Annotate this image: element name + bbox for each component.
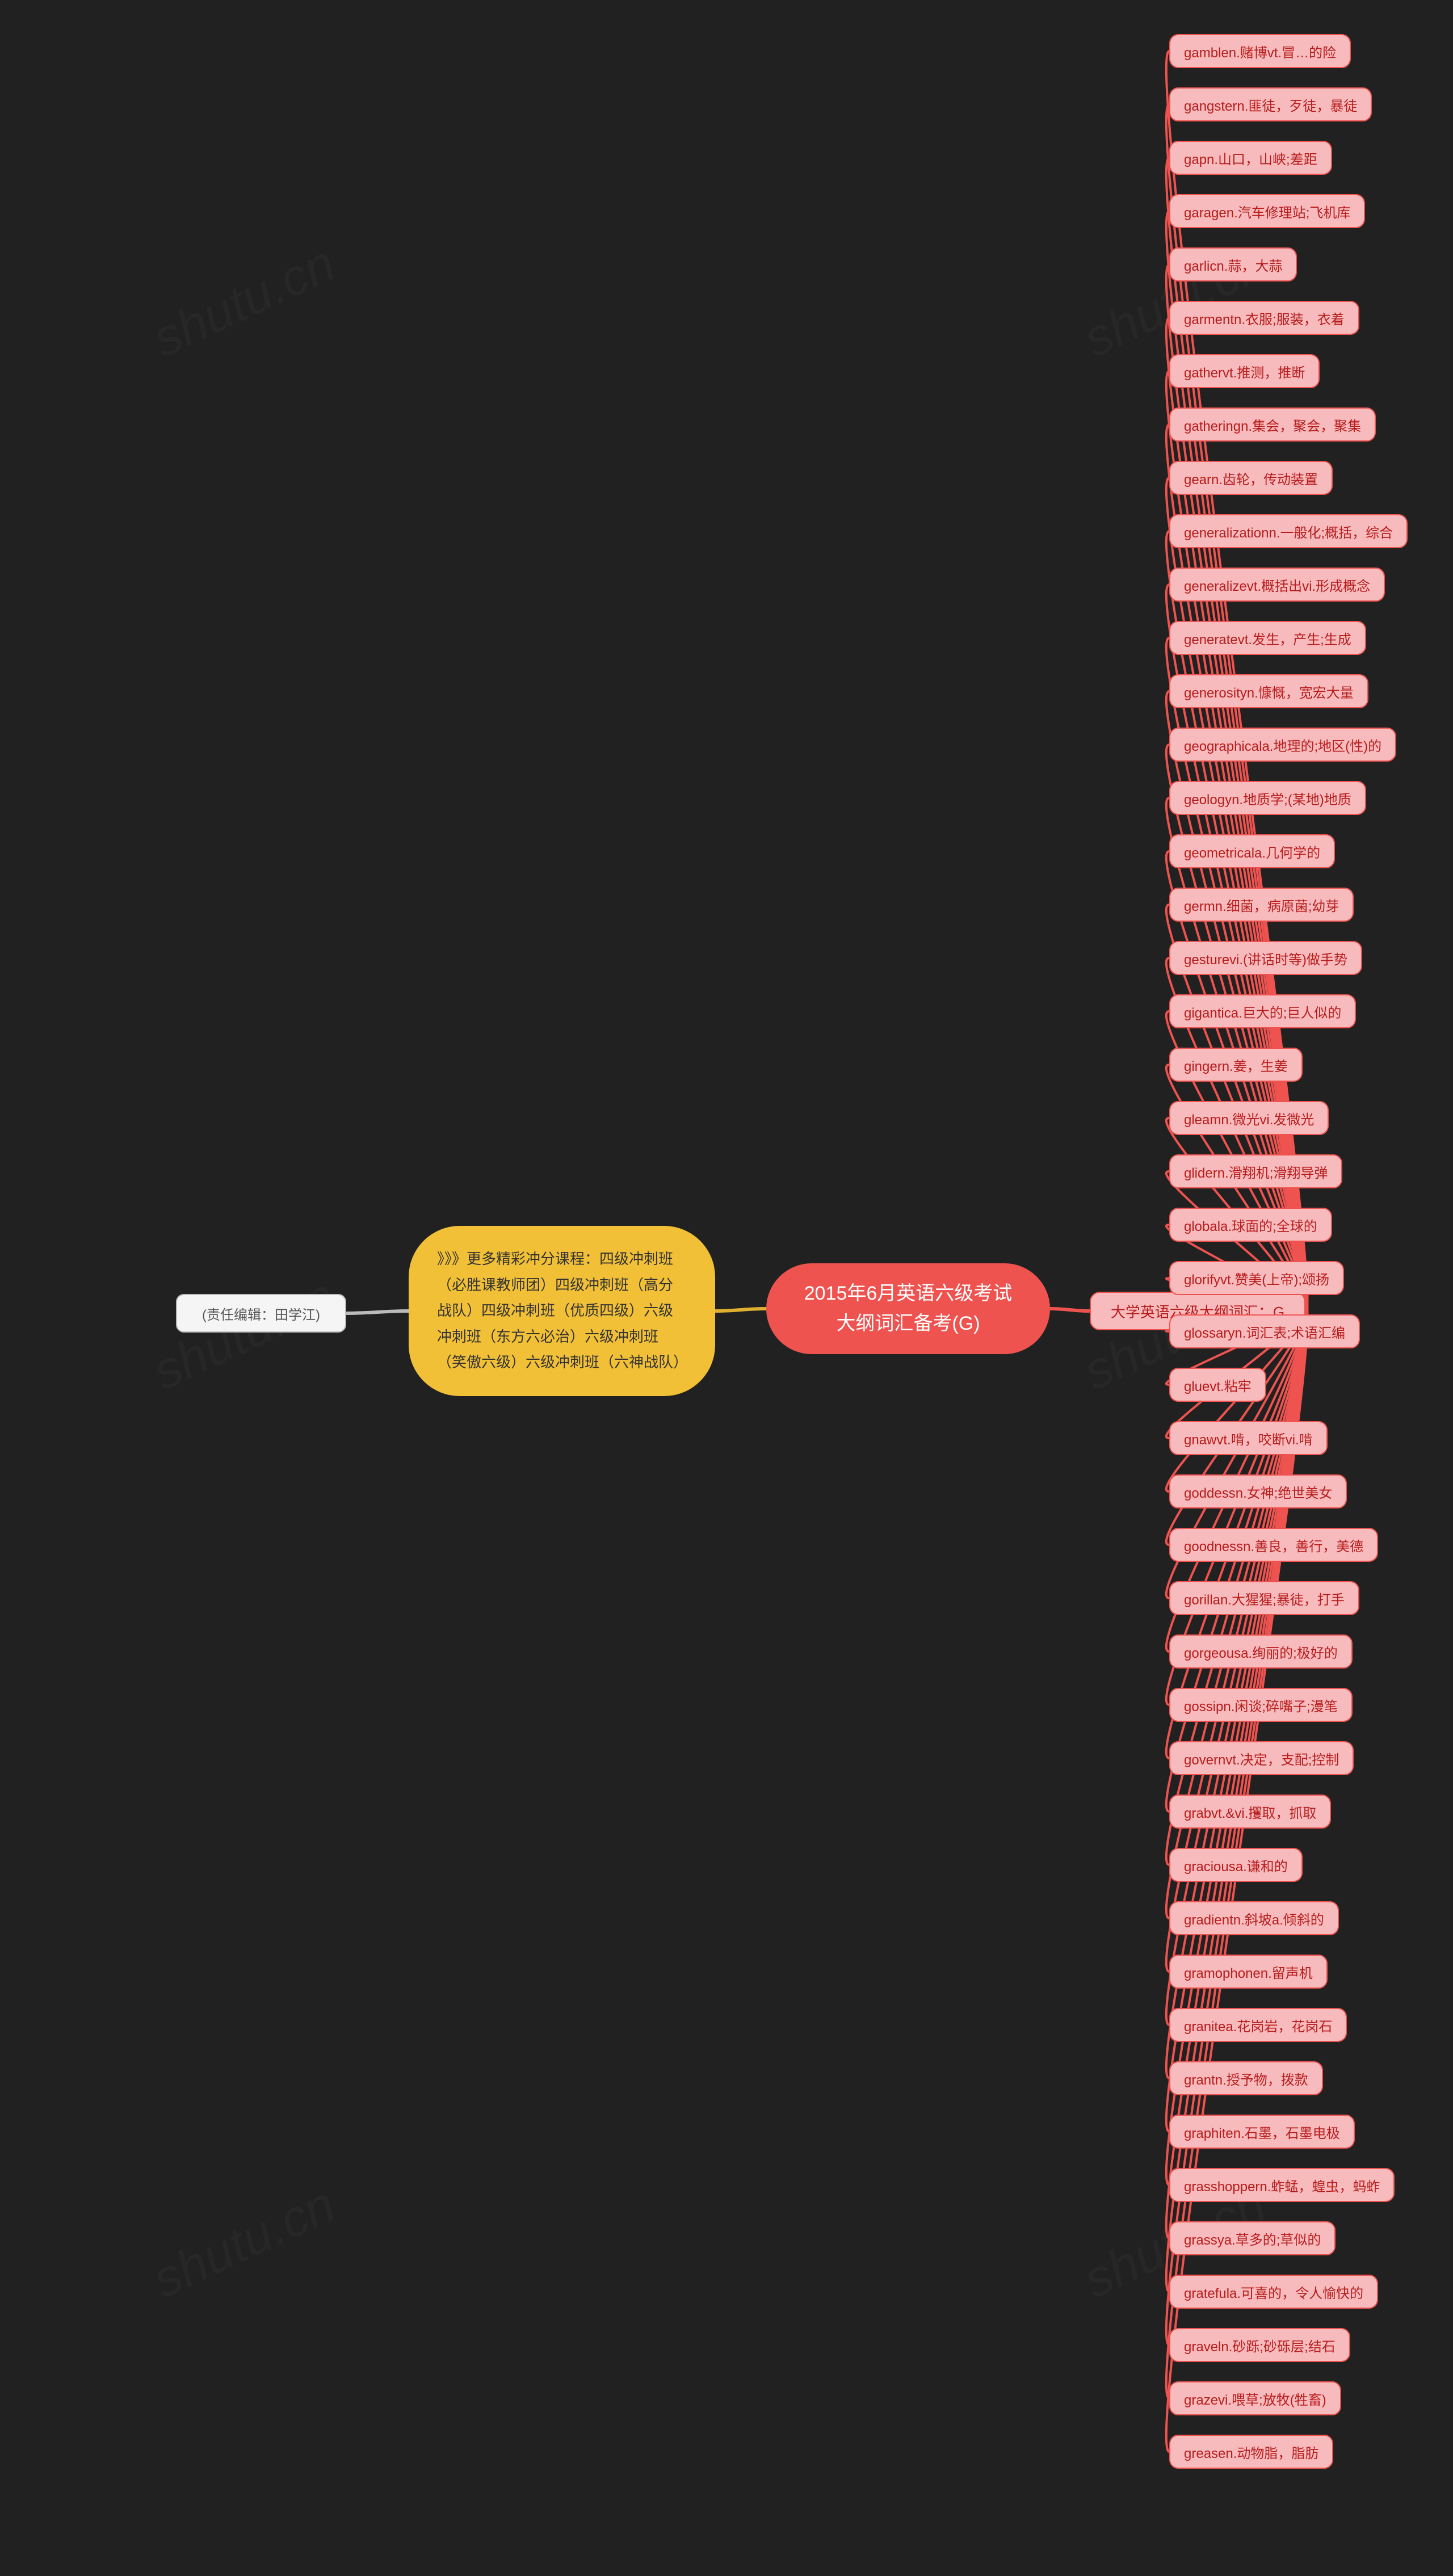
vocab-leaf[interactable]: gesturevi.(讲话时等)做手势	[1169, 941, 1362, 975]
vocab-leaf[interactable]: garagen.汽车修理站;飞机库	[1169, 194, 1365, 228]
vocab-leaf[interactable]: greasen.动物脂，脂肪	[1169, 2435, 1333, 2469]
vocab-leaf[interactable]: gratefula.可喜的，令人愉快的	[1169, 2275, 1378, 2309]
vocab-leaf[interactable]: garmentn.衣服;服装，衣着	[1169, 301, 1359, 335]
vocab-leaf[interactable]: garlicn.蒜，大蒜	[1169, 247, 1297, 281]
vocab-leaf[interactable]: gradientn.斜坡a.倾斜的	[1169, 1901, 1339, 1935]
vocab-leaf[interactable]: geologyn.地质学;(某地)地质	[1169, 781, 1366, 815]
vocab-leaf[interactable]: grantn.授予物，拨款	[1169, 2061, 1323, 2095]
vocab-leaf[interactable]: gossipn.闲谈;碎嘴子;漫笔	[1169, 1688, 1353, 1722]
vocab-leaf[interactable]: geometricala.几何学的	[1169, 834, 1335, 868]
vocab-leaf[interactable]: gluevt.粘牢	[1169, 1368, 1266, 1402]
vocab-leaf[interactable]: gingern.姜，生姜	[1169, 1048, 1303, 1082]
vocab-leaf[interactable]: graciousa.谦和的	[1169, 1848, 1303, 1882]
vocab-leaf[interactable]: geographicala.地理的;地区(性)的	[1169, 728, 1396, 762]
vocab-leaf[interactable]: gearn.齿轮，传动装置	[1169, 461, 1333, 495]
vocab-leaf[interactable]: gorillan.大猩猩;暴徒，打手	[1169, 1581, 1359, 1615]
vocab-leaf[interactable]: globala.球面的;全球的	[1169, 1208, 1332, 1242]
watermark: shutu.cn	[144, 1267, 344, 1402]
watermark: shutu.cn	[144, 2175, 344, 2310]
vocab-leaf[interactable]: gnawvt.啃，咬断vi.啃	[1169, 1421, 1328, 1455]
vocab-leaf[interactable]: grazevi.喂草;放牧(牲畜)	[1169, 2381, 1341, 2415]
vocab-leaf[interactable]: glidern.滑翔机;滑翔导弹	[1169, 1154, 1342, 1188]
vocab-leaf[interactable]: governvt.决定，支配;控制	[1169, 1741, 1354, 1775]
root-node[interactable]: 2015年6月英语六级考试大纲词汇备考(G)	[766, 1263, 1050, 1354]
vocab-leaf[interactable]: gangstern.匪徒，歹徒，暴徒	[1169, 87, 1372, 121]
vocab-leaf[interactable]: graveln.砂跞;砂砾层;结石	[1169, 2328, 1350, 2362]
vocab-leaf[interactable]: gleamn.微光vi.发微光	[1169, 1101, 1329, 1135]
vocab-leaf[interactable]: glossaryn.词汇表;术语汇编	[1169, 1314, 1360, 1348]
vocab-leaf[interactable]: gorgeousa.绚丽的;极好的	[1169, 1634, 1353, 1669]
vocab-leaf[interactable]: generatevt.发生，产生;生成	[1169, 621, 1366, 655]
vocab-leaf[interactable]: gramophonen.留声机	[1169, 1955, 1328, 1989]
watermark: shutu.cn	[144, 234, 344, 369]
vocab-leaf[interactable]: gathervt.推测，推断	[1169, 354, 1320, 388]
vocab-leaf[interactable]: grasshoppern.蚱蜢，蝗虫，蚂蚱	[1169, 2168, 1395, 2202]
mindmap-canvas: shutu.cn shutu.cn shutu.cn shutu.cn shut…	[0, 0, 1453, 2576]
vocab-leaf[interactable]: gatheringn.集会，聚会，聚集	[1169, 407, 1376, 442]
vocab-leaf[interactable]: goddessn.女神;绝世美女	[1169, 1474, 1347, 1508]
vocab-leaf[interactable]: grassya.草多的;草似的	[1169, 2221, 1336, 2255]
vocab-leaf[interactable]: granitea.花岗岩，花岗石	[1169, 2008, 1347, 2042]
vocab-leaf[interactable]: generosityn.慷慨，宽宏大量	[1169, 674, 1368, 708]
vocab-leaf[interactable]: generalizevt.概括出vi.形成概念	[1169, 568, 1385, 602]
vocab-leaf[interactable]: germn.细菌，病原菌;幼芽	[1169, 888, 1354, 922]
left-branch-node[interactable]: 》》》更多精彩冲分课程：四级冲刺班（必胜课教师团）四级冲刺班（高分战队）四级冲刺…	[409, 1226, 715, 1396]
editor-credit-node[interactable]: (责任编辑：田学江)	[176, 1294, 346, 1333]
vocab-leaf[interactable]: glorifyvt.赞美(上帝);颂扬	[1169, 1261, 1344, 1295]
vocab-leaf[interactable]: graphiten.石墨，石墨电极	[1169, 2115, 1355, 2149]
vocab-leaf[interactable]: gamblen.赌博vt.冒…的险	[1169, 34, 1351, 68]
vocab-leaf[interactable]: gigantica.巨大的;巨人似的	[1169, 994, 1356, 1028]
vocab-leaf[interactable]: goodnessn.善良，善行，美德	[1169, 1528, 1378, 1562]
vocab-leaf[interactable]: grabvt.&vi.攫取，抓取	[1169, 1795, 1331, 1829]
vocab-leaf[interactable]: gapn.山口，山峡;差距	[1169, 141, 1332, 175]
vocab-leaf[interactable]: generalizationn.一般化;概括，综合	[1169, 514, 1408, 548]
